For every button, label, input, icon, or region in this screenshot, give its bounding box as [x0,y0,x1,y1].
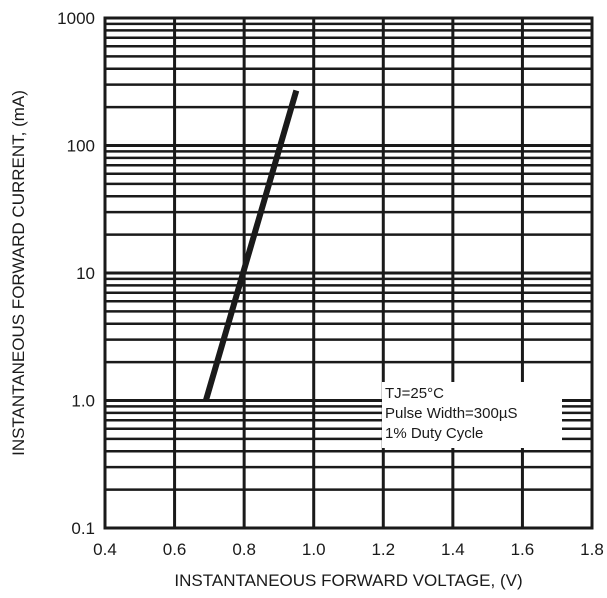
y-tick-label: 10 [76,264,95,283]
y-tick-label: 1000 [57,9,95,28]
x-axis-label: INSTANTANEOUS FORWARD VOLTAGE, (V) [174,571,522,590]
x-tick-label: 1.6 [511,540,535,559]
annotation-line-temperature: TJ=25°C [385,385,444,402]
y-tick-label: 100 [67,137,95,156]
x-tick-label: 0.6 [163,540,187,559]
x-tick-label: 0.4 [93,540,117,559]
forward-current-curve [202,89,300,402]
y-tick-label: 0.1 [71,519,95,538]
x-tick-label: 1.4 [441,540,465,559]
grid [103,18,594,530]
annotation-line-pulse-width: Pulse Width=300µS [385,405,517,422]
y-tick-labels: 0.1 1.0 10 100 1000 [57,9,95,538]
series-layer [202,89,300,402]
x-tick-label: 1.0 [302,540,326,559]
annotation-background [382,382,562,448]
annotation-line-duty-cycle: 1% Duty Cycle [385,425,483,442]
x-tick-label: 1.2 [371,540,395,559]
y-tick-label: 1.0 [71,392,95,411]
x-tick-labels: 0.4 0.6 0.8 1.0 1.2 1.4 1.6 1.8 [93,540,604,559]
x-tick-label: 1.8 [580,540,604,559]
conditions-annotation: TJ=25°C Pulse Width=300µS 1% Duty Cycle [382,382,562,448]
y-axis-label: INSTANTANEOUS FORWARD CURRENT, (mA) [9,90,28,456]
plot-frame [103,16,594,530]
x-tick-label: 0.8 [232,540,256,559]
